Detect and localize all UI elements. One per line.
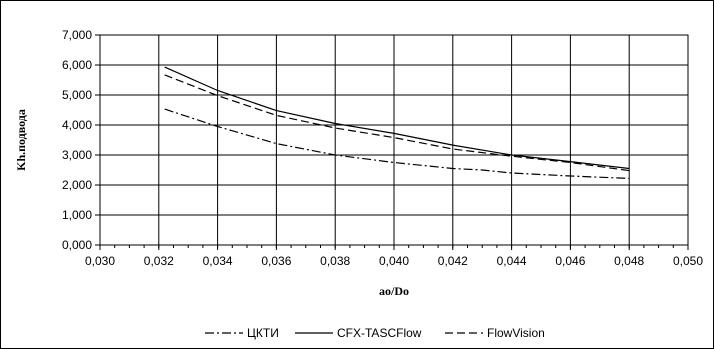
y-tick-label: 5,000 bbox=[62, 88, 92, 102]
y-tick-label: 6,000 bbox=[62, 58, 92, 72]
x-tick-label: 0,036 bbox=[261, 254, 291, 268]
y-tick-label: 1,000 bbox=[62, 208, 92, 222]
x-tick-label: 0,038 bbox=[320, 254, 350, 268]
grid bbox=[99, 34, 689, 246]
series-line-0 bbox=[164, 108, 630, 179]
x-tick-label: 0,042 bbox=[438, 254, 468, 268]
x-tick-label: 0,034 bbox=[203, 254, 233, 268]
x-tick-label: 0,032 bbox=[144, 254, 174, 268]
y-tick-label: 3,000 bbox=[62, 148, 92, 162]
legend: ЦКТИ CFX-TASCFlow FlowVision bbox=[205, 326, 545, 340]
y-tick-label: 0,000 bbox=[62, 238, 92, 252]
x-tick-label: 0,040 bbox=[379, 254, 409, 268]
legend-label-1: CFX-TASCFlow bbox=[337, 326, 422, 340]
y-tick-label: 4,000 bbox=[62, 118, 92, 132]
series-lines bbox=[164, 66, 630, 179]
x-tick-label: 0,044 bbox=[497, 254, 527, 268]
x-tick-label: 0,048 bbox=[614, 254, 644, 268]
series-line-2 bbox=[164, 74, 630, 172]
series-line-1 bbox=[164, 66, 630, 170]
x-tick-label: 0,046 bbox=[555, 254, 585, 268]
y-axis-title: Kh.подвода bbox=[14, 109, 28, 171]
tick-labels: 0,030 0,032 0,034 0,036 0,038 0,040 0,042 0,044… bbox=[62, 28, 703, 268]
legend-label-2: FlowVision bbox=[487, 326, 545, 340]
x-axis-title: ao/Do bbox=[379, 284, 409, 298]
x-tick-label: 0,030 bbox=[85, 254, 115, 268]
axis-ticks bbox=[95, 34, 689, 250]
y-tick-label: 7,000 bbox=[62, 28, 92, 42]
x-tick-label: 0,050 bbox=[673, 254, 703, 268]
y-tick-label: 2,000 bbox=[62, 178, 92, 192]
legend-label-0: ЦКТИ bbox=[247, 326, 279, 340]
